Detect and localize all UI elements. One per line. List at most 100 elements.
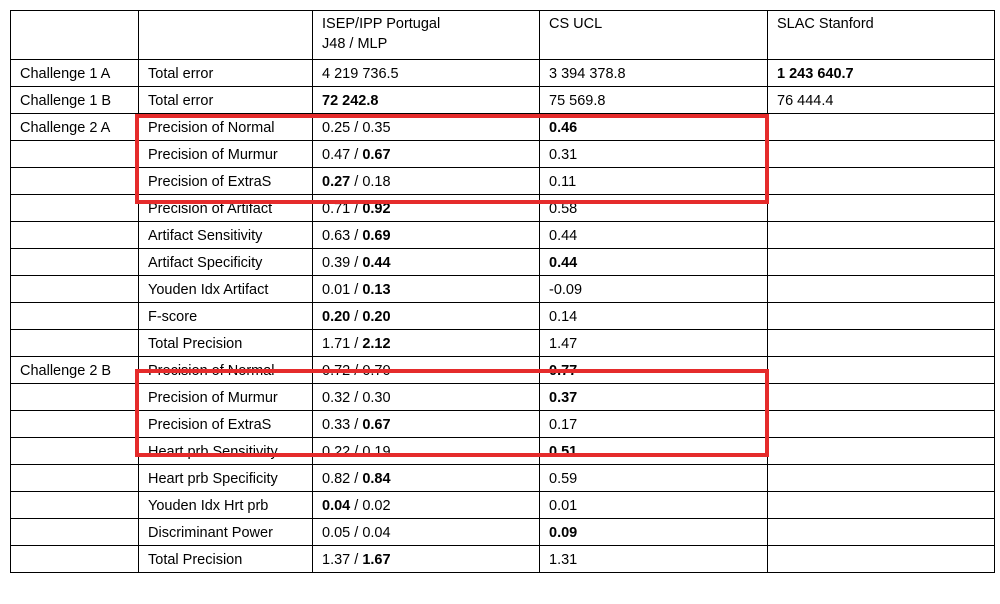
slac-value-cell [767, 167, 995, 195]
isep-value-cell: 0.25 / 0.35 [312, 113, 540, 141]
value-separator: / [350, 417, 363, 433]
metric-cell: Youden Idx Hrt prb [138, 491, 313, 519]
value-separator: / [350, 525, 363, 541]
ucl-value-cell: 75 569.8 [539, 86, 768, 114]
isep-value-cell: 0.05 / 0.04 [312, 518, 540, 546]
metric-cell: Heart prb Specificity [138, 464, 313, 492]
value-separator: / [350, 363, 363, 379]
challenge-cell [10, 518, 139, 546]
challenge-cell [10, 437, 139, 465]
isep-j48-value: 72 242.8 [322, 93, 379, 109]
challenge-cell: Challenge 1 B [10, 86, 139, 114]
isep-value-cell: 0.33 / 0.67 [312, 410, 540, 438]
ucl-value-cell: 0.01 [539, 491, 768, 519]
slac-value-cell [767, 518, 995, 546]
challenge-cell [10, 167, 139, 195]
isep-mlp-value: 0.67 [362, 147, 391, 163]
header-cell-empty [138, 10, 313, 60]
isep-mlp-value: 0.44 [362, 255, 391, 271]
isep-j48-value: 0.72 [322, 363, 351, 379]
metric-cell: Precision of Murmur [138, 140, 313, 168]
isep-j48-value: 0.20 [322, 309, 351, 325]
table-row: Precision of ExtraS 0.27 / 0.18 0.11 [10, 167, 995, 195]
table-row: Challenge 2 A Precision of Normal 0.25 / 0… [10, 113, 995, 141]
isep-mlp-value: 0.18 [362, 174, 391, 190]
metric-cell: Precision of Normal [138, 356, 313, 384]
value-separator: / [350, 174, 363, 190]
challenge-cell [10, 194, 139, 222]
isep-value-cell: 1.71 / 2.12 [312, 329, 540, 357]
challenge-cell [10, 464, 139, 492]
isep-j48-value: 0.01 [322, 282, 351, 298]
metric-cell: Total Precision [138, 329, 313, 357]
isep-mlp-value: 0.20 [362, 309, 391, 325]
isep-mlp-value: 0.84 [362, 471, 391, 487]
slac-value-cell [767, 221, 995, 249]
value-separator: / [350, 444, 363, 460]
table-row: Heart prb Specificity 0.82 / 0.84 0.59 [10, 464, 995, 492]
metric-cell: Artifact Sensitivity [138, 221, 313, 249]
isep-j48-value: 0.04 [322, 498, 351, 514]
ucl-value-cell: 0.37 [539, 383, 768, 411]
challenge-cell [10, 383, 139, 411]
isep-j48-value: 1.37 [322, 552, 351, 568]
isep-mlp-value: 0.19 [362, 444, 391, 460]
metric-cell: F-score [138, 302, 313, 330]
table-row: Discriminant Power 0.05 / 0.04 0.09 [10, 518, 995, 546]
isep-j48-value: 0.33 [322, 417, 351, 433]
isep-j48-value: 1.71 [322, 336, 351, 352]
metric-cell: Heart prb Sensitivity [138, 437, 313, 465]
isep-mlp-value: 0.70 [362, 363, 391, 379]
challenge-cell [10, 140, 139, 168]
value-separator: / [350, 336, 363, 352]
isep-value-cell: 0.32 / 0.30 [312, 383, 540, 411]
ucl-value-cell: 0.09 [539, 518, 768, 546]
table-row: Precision of Artifact 0.71 / 0.92 0.58 [10, 194, 995, 222]
table-row: Challenge 1 A Total error 4 219 736.5 3 394… [10, 59, 995, 87]
value-separator: / [350, 228, 363, 244]
isep-value-cell: 1.37 / 1.67 [312, 545, 540, 573]
table-row: Youden Idx Artifact 0.01 / 0.13 -0.09 [10, 275, 995, 303]
isep-mlp-value: 0.13 [362, 282, 391, 298]
table-row: Total Precision 1.37 / 1.67 1.31 [10, 545, 995, 573]
isep-value-cell: 0.71 / 0.92 [312, 194, 540, 222]
isep-mlp-value: 0.92 [362, 201, 391, 217]
table-row: Precision of ExtraS 0.33 / 0.67 0.17 [10, 410, 995, 438]
isep-value-cell: 0.47 / 0.67 [312, 140, 540, 168]
ucl-value-cell: 0.11 [539, 167, 768, 195]
ucl-value-cell: 0.44 [539, 221, 768, 249]
isep-value-cell: 0.22 / 0.19 [312, 437, 540, 465]
slac-value-cell [767, 113, 995, 141]
table-row: Challenge 1 B Total error 72 242.8 75 569.8… [10, 86, 995, 114]
slac-value-cell: 76 444.4 [767, 86, 995, 114]
ucl-value-cell: 0.31 [539, 140, 768, 168]
isep-j48-value: 0.82 [322, 471, 351, 487]
table-row: Heart prb Sensitivity 0.22 / 0.19 0.51 [10, 437, 995, 465]
slac-value-cell [767, 194, 995, 222]
ucl-value-cell: 0.59 [539, 464, 768, 492]
isep-value-cell: 0.72 / 0.70 [312, 356, 540, 384]
ucl-value-cell: -0.09 [539, 275, 768, 303]
table-header-row: ISEP/IPP Portugal J48 / MLP CS UCL SLAC … [10, 10, 995, 60]
isep-j48-value: 0.32 [322, 390, 351, 406]
value-separator: / [350, 498, 363, 514]
header-cell-empty [10, 10, 139, 60]
slac-value-cell [767, 410, 995, 438]
metric-cell: Precision of Normal [138, 113, 313, 141]
isep-value-cell: 0.27 / 0.18 [312, 167, 540, 195]
isep-j48-value: 0.71 [322, 201, 351, 217]
isep-j48-value: 0.27 [322, 174, 351, 190]
isep-mlp-value: 0.02 [362, 498, 391, 514]
isep-value-cell: 4 219 736.5 [312, 59, 540, 87]
table-row: Artifact Sensitivity 0.63 / 0.69 0.44 [10, 221, 995, 249]
isep-j48-value: 0.22 [322, 444, 351, 460]
slac-value-cell: 1 243 640.7 [767, 59, 995, 87]
header-isep: ISEP/IPP Portugal J48 / MLP [312, 10, 540, 60]
metric-cell: Discriminant Power [138, 518, 313, 546]
ucl-value-cell: 1.31 [539, 545, 768, 573]
ucl-value-cell: 0.14 [539, 302, 768, 330]
slac-value-cell [767, 437, 995, 465]
value-separator: / [350, 120, 363, 136]
challenge-cell: Challenge 1 A [10, 59, 139, 87]
challenge-cell [10, 329, 139, 357]
